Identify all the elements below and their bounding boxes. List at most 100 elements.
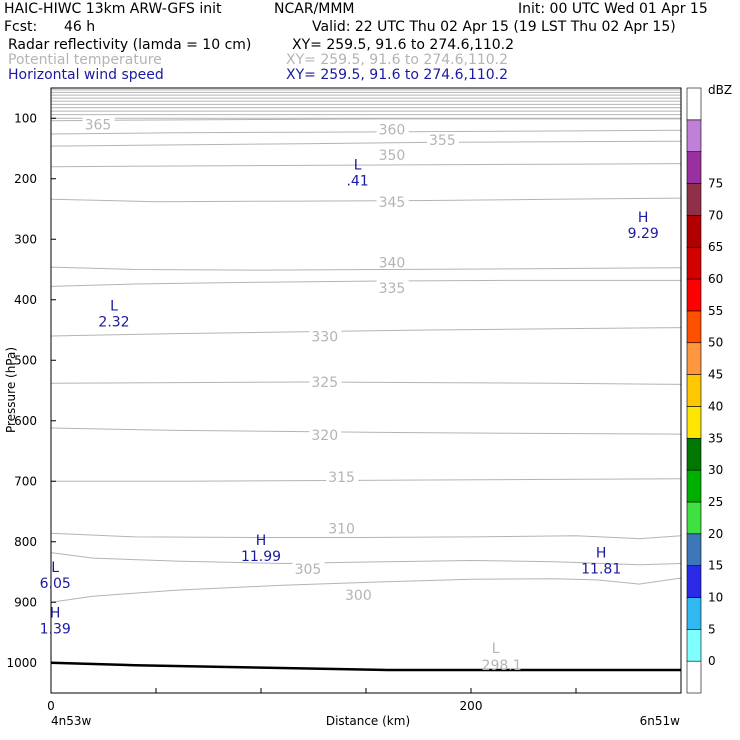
wind-extremum-value: 1.39 bbox=[40, 621, 71, 637]
colorbar-swatch bbox=[686, 119, 702, 152]
x-tick-label: 0 bbox=[47, 699, 55, 713]
y-axis-label: Pressure (hPa) bbox=[4, 347, 18, 433]
colorbar-label: 5 bbox=[708, 622, 716, 636]
theta-contour-line bbox=[50, 197, 682, 203]
wind-extremum-value: 9.29 bbox=[628, 226, 659, 242]
colorbar-swatch bbox=[686, 406, 702, 439]
theta-label-bg bbox=[343, 587, 375, 602]
colorbar-label: 35 bbox=[708, 431, 723, 445]
theta-label-bg bbox=[376, 193, 409, 208]
colorbar-swatch bbox=[686, 533, 702, 566]
theta-contour-label: 315 bbox=[328, 470, 355, 486]
theta-contour-line bbox=[50, 577, 682, 603]
theta-contour-line bbox=[50, 552, 682, 566]
theta-contour-label: 300 bbox=[345, 588, 372, 604]
run-title: HAIC-HIWC 13km ARW-GFS init bbox=[4, 1, 222, 17]
colorbar-swatch bbox=[686, 501, 702, 535]
colorbar-swatch bbox=[686, 246, 702, 280]
ground-surface-line bbox=[50, 661, 681, 672]
theta-contour-label: 340 bbox=[379, 255, 406, 271]
colorbar-label: 25 bbox=[708, 495, 723, 509]
wind-extremum-letter: H bbox=[256, 533, 267, 549]
wind-extremum-value: 6.05 bbox=[40, 576, 71, 592]
field-xy-wind: XY= 259.5, 91.6 to 274.6,110.2 bbox=[286, 67, 509, 83]
theta-contour-line bbox=[50, 129, 682, 135]
colorbar-swatch bbox=[686, 215, 702, 248]
theta-contour-line bbox=[50, 163, 682, 168]
wind-extremum-letter: L bbox=[51, 560, 59, 576]
wind-extremum-value: 11.99 bbox=[241, 549, 281, 565]
field-name-reflectivity: Radar reflectivity (lamda = 10 cm) bbox=[8, 37, 252, 53]
colorbar-label: 10 bbox=[708, 590, 723, 604]
theta-contour-line bbox=[51, 478, 682, 482]
theta-contour-label: 325 bbox=[311, 375, 338, 391]
wind-extremum-letter: H bbox=[638, 210, 649, 226]
y-tick-label: 300 bbox=[14, 232, 37, 246]
theta-contour-label: 355 bbox=[429, 133, 456, 149]
y-tick-label: 800 bbox=[14, 535, 37, 549]
colorbar-swatch bbox=[686, 437, 702, 471]
colorbar-swatch bbox=[686, 151, 702, 184]
theta-contour-line bbox=[50, 427, 682, 435]
theta-contour-label: 320 bbox=[311, 428, 338, 444]
colorbar-swatch bbox=[686, 660, 702, 694]
theta-contour-line bbox=[50, 118, 681, 122]
theta-label-bg bbox=[427, 132, 459, 147]
colorbar-swatch bbox=[686, 310, 702, 344]
wind-extremum-value: 2.32 bbox=[98, 315, 129, 331]
field-xy-theta: XY= 259.5, 91.6 to 274.6,110.2 bbox=[286, 52, 509, 68]
ground-surface bbox=[50, 661, 681, 672]
colorbar-label: 70 bbox=[708, 208, 723, 222]
wind-extremum-letter: L bbox=[354, 158, 362, 174]
colorbar-swatch bbox=[686, 629, 702, 662]
y-tick-label: 1000 bbox=[6, 656, 37, 670]
wind-extremum-letter: H bbox=[50, 605, 61, 621]
theta-contour-label: 335 bbox=[379, 281, 406, 297]
reflectivity-colorbar: dBZ 0 5 10 15 20 25 30 35 40 45 50 55 60 65 70 75 bbox=[686, 83, 732, 694]
colorbar-label: 50 bbox=[708, 336, 723, 350]
field-xy-reflectivity: XY= 259.5, 91.6 to 274.6,110.2 bbox=[292, 37, 515, 53]
x-corner-right: 6n51w bbox=[640, 714, 681, 728]
theta-label-bg bbox=[326, 520, 359, 535]
theta-contour-label: 330 bbox=[311, 329, 338, 345]
theta-contour-line bbox=[50, 266, 682, 271]
colorbar-label: 45 bbox=[708, 368, 723, 382]
y-tick-label: 100 bbox=[14, 111, 37, 125]
colorbar-unit: dBZ bbox=[708, 83, 732, 97]
colorbar-label: 75 bbox=[708, 177, 723, 191]
colorbar-swatch bbox=[686, 342, 702, 375]
forecast-label: Fcst: bbox=[4, 19, 38, 35]
theta-contours: 365 360 355 350 345 340 335 330 325 320 315 310 305 3… bbox=[50, 116, 682, 604]
colorbar-label: 15 bbox=[708, 559, 723, 573]
y-tick-label: 600 bbox=[14, 414, 37, 428]
valid-time: Valid: 22 UTC Thu 02 Apr 15 (19 LST Thu … bbox=[312, 19, 676, 35]
theta-extremum-value: 298.1 bbox=[482, 658, 522, 674]
theta-label-bg bbox=[309, 426, 342, 441]
theta-label-bg bbox=[326, 469, 359, 484]
org-label: NCAR/MMM bbox=[274, 1, 355, 17]
y-tick-label: 200 bbox=[14, 172, 37, 186]
theta-contour-line bbox=[50, 327, 682, 337]
init-time: Init: 00 UTC Wed 01 Apr 15 bbox=[518, 1, 708, 17]
theta-contour-label: 365 bbox=[85, 118, 112, 134]
theta-contour-line bbox=[50, 381, 682, 385]
wind-extremum-value: 11.81 bbox=[581, 562, 621, 578]
colorbar-swatch bbox=[686, 278, 702, 312]
theta-label-bg bbox=[309, 328, 342, 343]
theta-label-bg bbox=[376, 121, 409, 136]
theta-label-bg bbox=[376, 279, 409, 294]
colorbar-swatch bbox=[686, 374, 702, 407]
theta-extremum-letter: L bbox=[492, 641, 500, 657]
theta-label-bg bbox=[376, 146, 409, 161]
colorbar-label: 20 bbox=[708, 527, 723, 541]
colorbar-swatch bbox=[686, 565, 702, 598]
theta-contour-label: 350 bbox=[379, 148, 406, 164]
theta-label-bg bbox=[376, 254, 409, 269]
theta-contour-label: 310 bbox=[328, 522, 355, 538]
theta-contour-line bbox=[50, 140, 682, 147]
colorbar-label: 30 bbox=[708, 463, 723, 477]
y-tick-label: 400 bbox=[14, 293, 37, 307]
y-tick-label: 700 bbox=[14, 474, 37, 488]
colorbar-swatch bbox=[686, 183, 702, 216]
